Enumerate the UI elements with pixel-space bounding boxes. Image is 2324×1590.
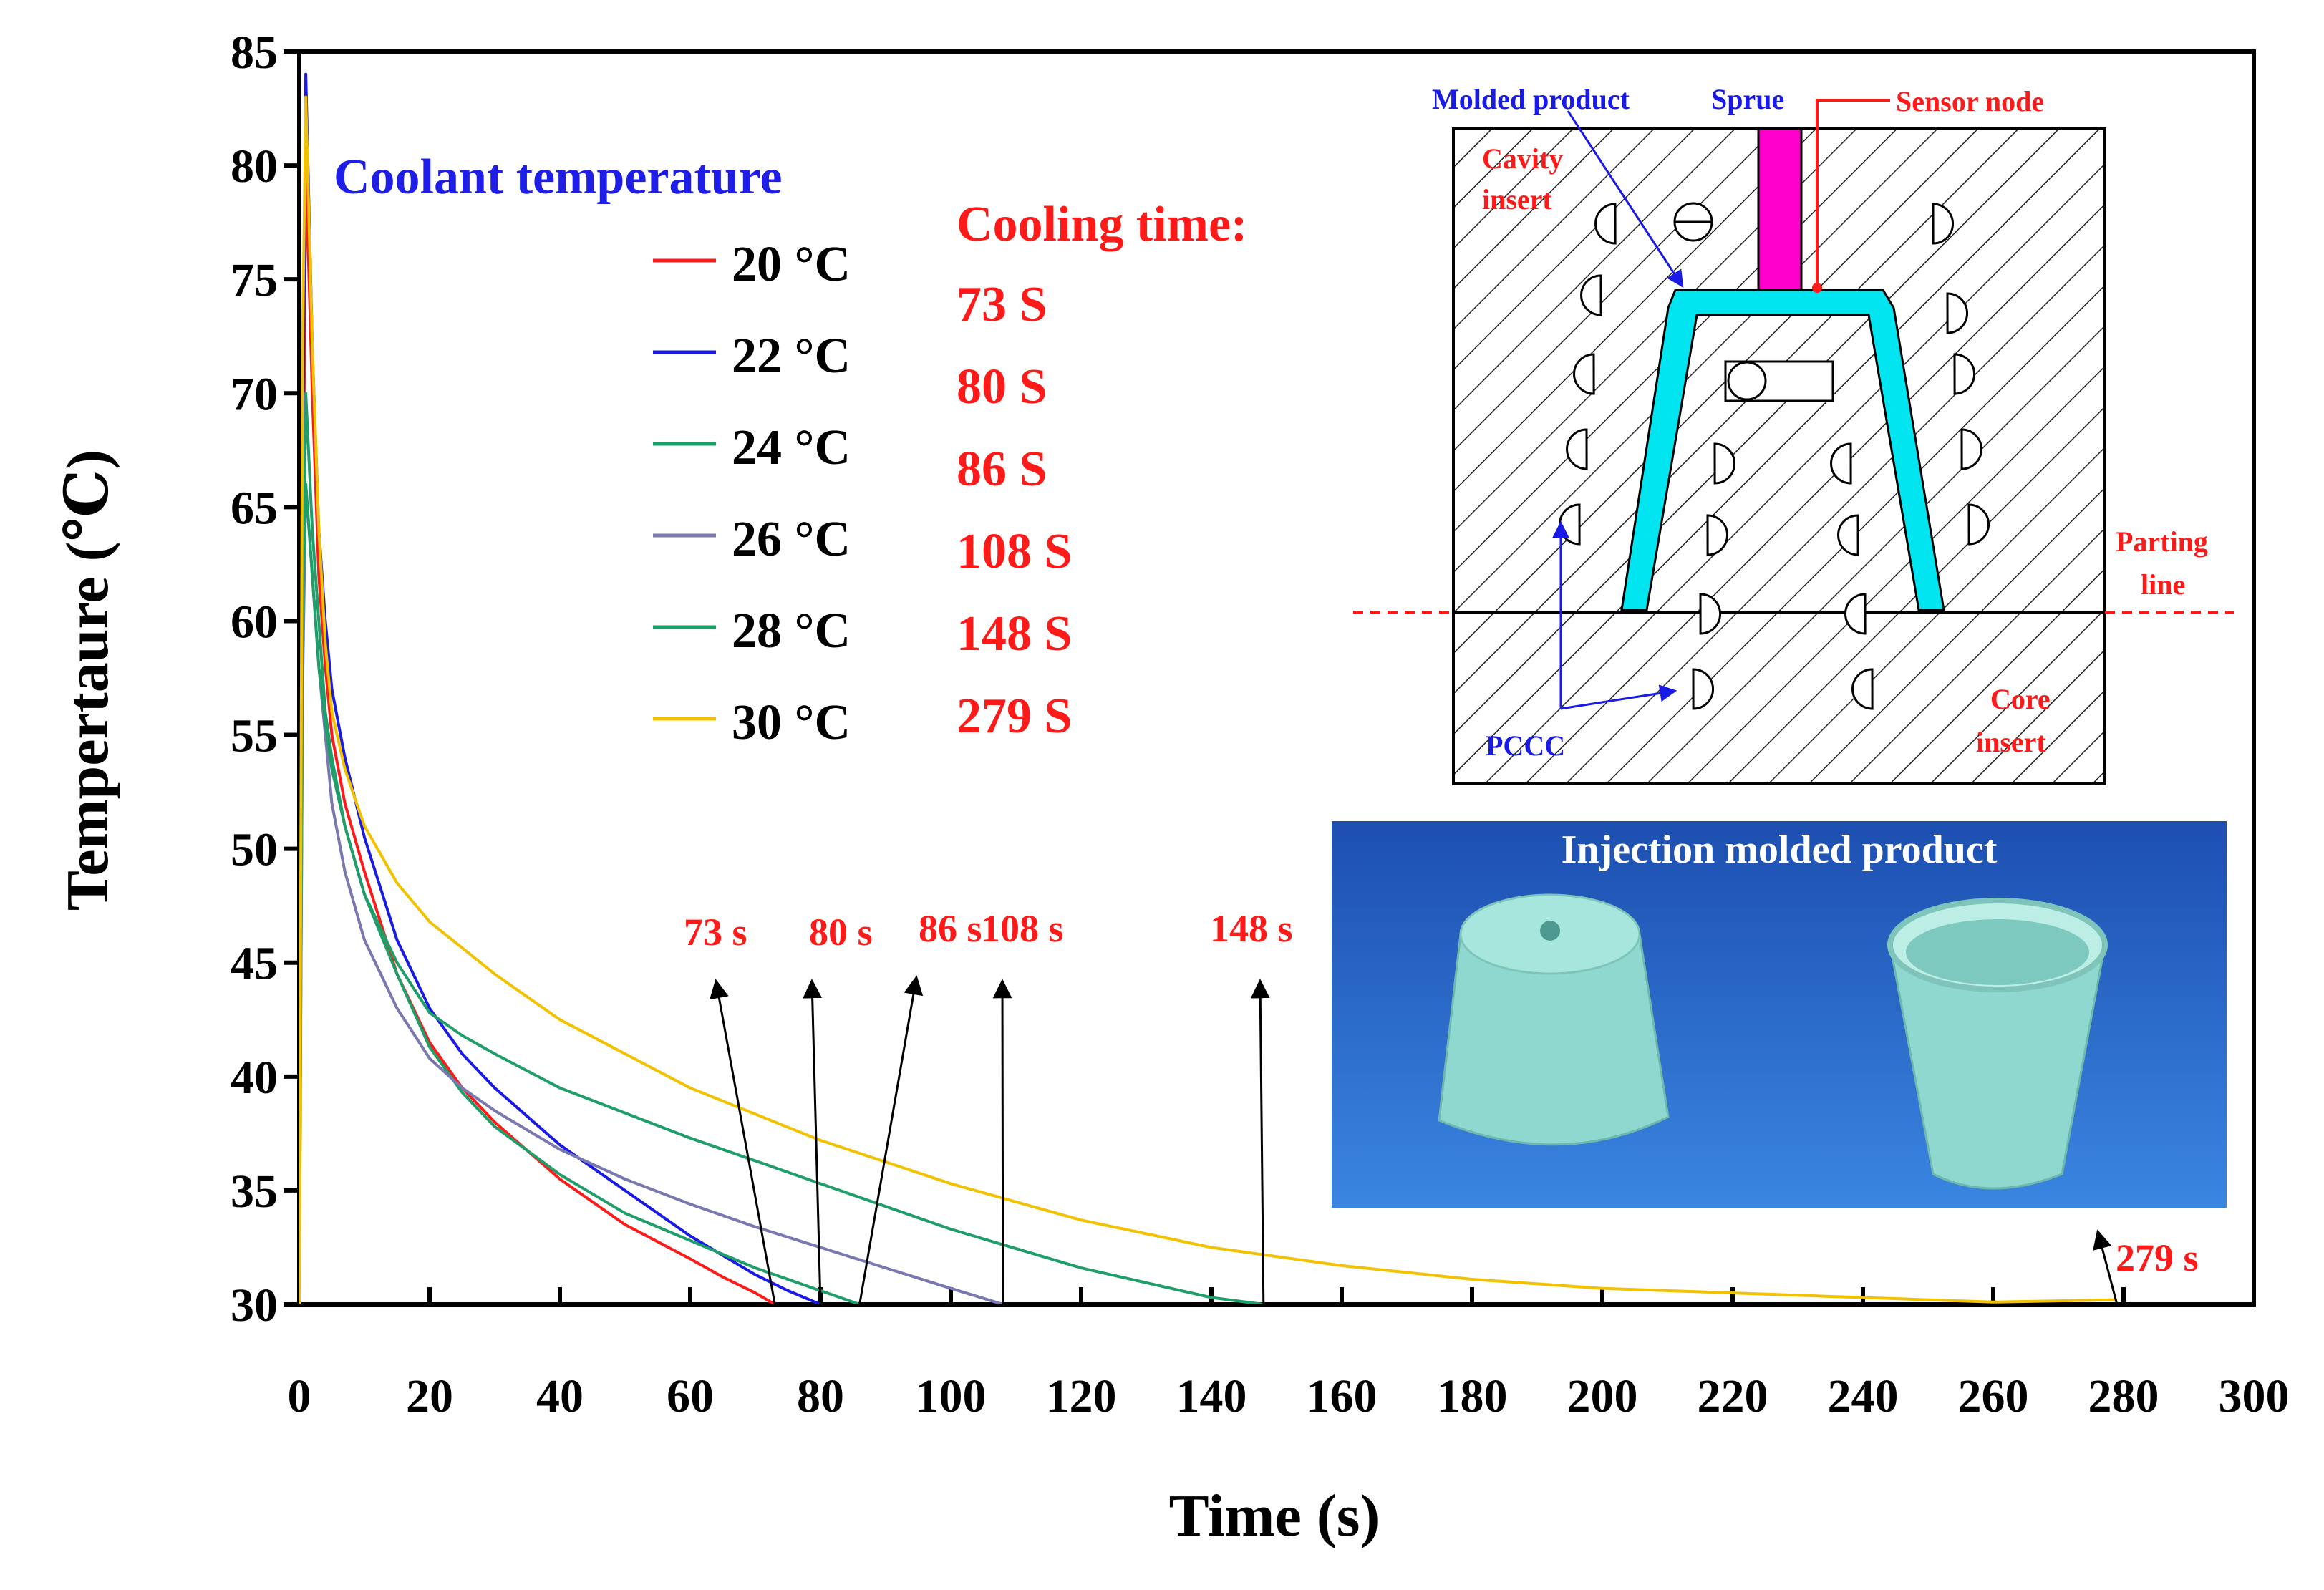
y-tick-label: 65 — [231, 482, 278, 534]
x-tick-label: 260 — [1958, 1370, 2029, 1422]
x-tick-label: 60 — [667, 1370, 714, 1422]
y-tick-label: 75 — [231, 254, 278, 306]
cooling-time-value: 86 S — [957, 442, 1047, 497]
sensor-node-leader — [1816, 99, 1890, 288]
cooling-time-value: 108 S — [957, 524, 1072, 579]
mold-diagram: Molded product Sprue Sensor node Cavity … — [1353, 83, 2234, 785]
cooling-time-title: Cooling time: — [957, 197, 1247, 252]
series-line-0 — [299, 164, 776, 1304]
annotation-label: 73 s — [684, 911, 747, 954]
y-tick-label: 35 — [231, 1165, 278, 1218]
annotation-label: 108 s — [981, 907, 1064, 950]
legend-item-label: 26 °C — [732, 512, 851, 567]
x-tick-label: 180 — [1437, 1370, 1508, 1422]
core-insert-label-1: Core — [1990, 683, 2051, 715]
x-tick-label: 160 — [1307, 1370, 1378, 1422]
x-axis-title: Time (s) — [1169, 1483, 1380, 1549]
series-layer — [299, 72, 2117, 1304]
sprue-shape — [1757, 127, 1803, 292]
sprue-label: Sprue — [1711, 83, 1784, 115]
annotation-label: 279 s — [2116, 1236, 2199, 1279]
plot-area — [297, 49, 2256, 1307]
legend-item-label: 30 °C — [732, 695, 851, 750]
pccc-leader-2 — [1560, 684, 1677, 710]
cavity-insert-label-1: Cavity — [1482, 142, 1563, 175]
y-axis-ticks: 30 35 40 45 50 55 60 65 70 75 80 85 — [231, 26, 299, 1332]
legend: Coolant temperature 20 °C 22 °C 24 °C 26 °C… — [334, 150, 851, 750]
legend-item-label: 24 °C — [732, 420, 851, 475]
annotation-arrow — [803, 979, 823, 1305]
series-line-5 — [299, 95, 2117, 1304]
cooling-channels — [1559, 202, 1990, 710]
x-tick-label: 80 — [797, 1370, 844, 1422]
annotation-label: 80 s — [809, 911, 873, 954]
x-tick-label: 280 — [2088, 1370, 2159, 1422]
annotation-arrow — [858, 975, 924, 1305]
x-tick-label: 20 — [406, 1370, 453, 1422]
y-tick-label: 85 — [231, 26, 278, 79]
molded-product-label: Molded product — [1432, 83, 1630, 115]
x-tick-label: 240 — [1828, 1370, 1899, 1422]
series-line-2 — [299, 392, 861, 1304]
y-tick-label: 80 — [231, 140, 278, 193]
series-line-4 — [299, 483, 1264, 1304]
annotation-arrow — [2093, 1229, 2119, 1305]
y-tick-label: 70 — [231, 368, 278, 420]
x-tick-label: 220 — [1698, 1370, 1768, 1422]
legend-title: Coolant temperature — [334, 150, 783, 205]
molded-product-shape — [1620, 289, 1945, 611]
y-axis-title: Tempertaure (℃) — [54, 450, 121, 911]
y-tick-label: 50 — [231, 824, 278, 876]
y-tick-label: 30 — [231, 1279, 278, 1332]
x-tick-label: 40 — [536, 1370, 584, 1422]
annotation-arrow — [710, 979, 776, 1305]
product-photo: Injection molded product — [1332, 821, 2227, 1208]
x-tick-label: 120 — [1046, 1370, 1117, 1422]
product-right — [1887, 898, 2108, 1190]
parting-line-label-2: line — [2141, 568, 2185, 601]
annotation-arrow — [992, 979, 1012, 1305]
annotation-arrow — [1250, 979, 1270, 1305]
legend-item-label: 20 °C — [732, 237, 851, 292]
molded-product-leader — [1567, 110, 1684, 289]
x-tick-label: 300 — [2219, 1370, 2290, 1422]
y-tick-label: 60 — [231, 596, 278, 648]
x-tick-label: 0 — [288, 1370, 311, 1422]
x-tick-label: 140 — [1176, 1370, 1247, 1422]
parting-line-label-1: Parting — [2116, 525, 2208, 558]
y-tick-label: 45 — [231, 938, 278, 990]
cavity-insert-label-2: insert — [1482, 183, 1552, 215]
annotation-label: 86 s — [919, 907, 982, 950]
cooling-time-value: 73 S — [957, 277, 1047, 332]
sensor-node-label: Sensor node — [1896, 85, 2044, 117]
legend-item-label: 22 °C — [732, 329, 851, 384]
x-tick-label: 100 — [916, 1370, 987, 1422]
cooling-time-block: Cooling time: 73 S 80 S 86 S 108 S 148 S 279 … — [957, 197, 1247, 744]
annotation-label: 148 s — [1210, 907, 1293, 950]
photo-title: Injection molded product — [1562, 828, 1998, 872]
cooling-time-value: 279 S — [957, 689, 1072, 744]
cooling-time-value: 80 S — [957, 359, 1047, 415]
product-left — [1438, 893, 1670, 1146]
y-tick-label: 55 — [231, 710, 278, 762]
cooling-time-value: 148 S — [957, 606, 1072, 661]
y-tick-label: 40 — [231, 1052, 278, 1104]
pccc-label: PCCC — [1486, 729, 1565, 762]
legend-item-label: 28 °C — [732, 603, 851, 659]
core-insert-label-2: insert — [1976, 726, 2046, 758]
x-axis-ticks: 0 20 40 60 80 100 120 140 160 180 200 220 240 260 280 3… — [288, 1287, 2290, 1422]
x-tick-label: 200 — [1567, 1370, 1638, 1422]
